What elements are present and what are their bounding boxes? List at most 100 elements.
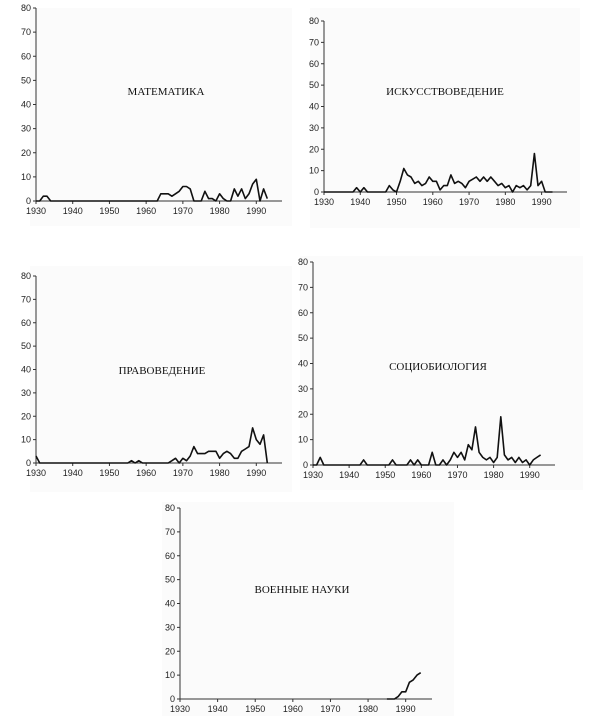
x-tick-label: 1960 [136, 468, 156, 478]
x-tick-label: 1970 [173, 206, 193, 216]
y-tick-label: 50 [165, 575, 175, 585]
x-tick-label: 1980 [210, 468, 230, 478]
y-tick-label: 10 [21, 172, 31, 182]
x-tick-label: 1940 [208, 704, 228, 714]
y-tick-label: 70 [21, 294, 31, 304]
y-tick-label: 0 [303, 460, 308, 470]
panel-title: СОЦИОБИОЛОГИЯ [389, 361, 487, 373]
y-tick-label: 0 [26, 458, 31, 468]
x-tick-label: 1970 [173, 468, 193, 478]
x-tick-label: 1930 [170, 704, 190, 714]
y-tick-label: 80 [21, 3, 31, 13]
y-tick-label: 20 [309, 144, 319, 154]
panel-background [300, 256, 583, 490]
panel-1: 0 10 20 30 40 50 60 70 80 1930 1940 1950 1960 1970 198… [21, 3, 292, 226]
y-tick-label: 20 [21, 411, 31, 421]
x-tick-label: 1950 [245, 704, 265, 714]
y-tick-label: 60 [21, 51, 31, 61]
y-tick-label: 60 [298, 308, 308, 318]
y-tick-label: 0 [314, 187, 319, 197]
y-tick-label: 60 [309, 59, 319, 69]
x-tick-label: 1970 [459, 197, 479, 207]
y-tick-label: 30 [298, 384, 308, 394]
x-tick-label: 1950 [387, 197, 407, 207]
y-tick-label: 40 [309, 102, 319, 112]
y-tick-label: 0 [170, 694, 175, 704]
x-tick-label: 1960 [283, 704, 303, 714]
panel-4: 0 10 20 30 40 50 60 70 80 1930 1940 1950 1960 1970 198… [298, 256, 583, 490]
y-tick-label: 30 [309, 123, 319, 133]
panel-3: 0 10 20 30 40 50 60 70 80 1930 1940 1950 1960 1970 198… [21, 266, 292, 492]
x-tick-label: 1930 [26, 468, 46, 478]
y-tick-label: 70 [309, 37, 319, 47]
x-tick-label: 1980 [210, 206, 230, 216]
panel-background [310, 8, 580, 228]
y-tick-label: 40 [21, 365, 31, 375]
panel-title: ВОЕННЫЕ НАУКИ [255, 584, 350, 596]
x-tick-label: 1950 [99, 206, 119, 216]
y-tick-label: 80 [21, 271, 31, 281]
panel-2: 0 10 20 30 40 50 60 70 80 1930 1940 1950 1960 1970 198… [309, 8, 580, 228]
panel-background [30, 266, 292, 492]
x-tick-label: 1930 [303, 470, 323, 480]
x-tick-label: 1940 [339, 470, 359, 480]
x-tick-label: 1950 [99, 468, 119, 478]
x-tick-label: 1990 [520, 470, 540, 480]
y-tick-label: 80 [165, 503, 175, 513]
x-tick-label: 1960 [423, 197, 443, 207]
y-tick-label: 70 [298, 282, 308, 292]
y-tick-label: 10 [309, 166, 319, 176]
panel-title: ПРАВОВЕДЕНИЕ [119, 365, 206, 377]
y-tick-label: 20 [21, 148, 31, 158]
y-tick-label: 60 [165, 551, 175, 561]
y-tick-label: 50 [21, 75, 31, 85]
y-tick-label: 80 [298, 257, 308, 267]
x-tick-label: 1940 [63, 468, 83, 478]
y-tick-label: 30 [165, 622, 175, 632]
y-tick-label: 10 [21, 435, 31, 445]
y-tick-label: 70 [165, 527, 175, 537]
x-tick-label: 1950 [375, 470, 395, 480]
series-line [36, 178, 269, 202]
y-tick-label: 30 [21, 388, 31, 398]
series-line [324, 152, 553, 193]
x-tick-label: 1940 [350, 197, 370, 207]
y-tick-label: 50 [309, 80, 319, 90]
y-tick-label: 80 [309, 16, 319, 26]
x-tick-label: 1930 [314, 197, 334, 207]
y-tick-label: 40 [165, 599, 175, 609]
y-tick-label: 0 [26, 196, 31, 206]
x-tick-label: 1930 [26, 206, 46, 216]
x-tick-label: 1990 [246, 468, 266, 478]
y-tick-label: 40 [298, 359, 308, 369]
y-tick-label: 30 [21, 124, 31, 134]
y-tick-label: 20 [298, 409, 308, 419]
x-tick-label: 1970 [447, 470, 467, 480]
y-tick-label: 40 [21, 100, 31, 110]
x-tick-label: 1980 [358, 704, 378, 714]
x-tick-label: 1960 [411, 470, 431, 480]
x-tick-label: 1940 [63, 206, 83, 216]
series-line [35, 427, 269, 464]
x-tick-label: 1960 [136, 206, 156, 216]
y-tick-label: 10 [165, 670, 175, 680]
series-line [386, 672, 422, 700]
panel-background [30, 8, 292, 226]
x-tick-label: 1990 [532, 197, 552, 207]
x-tick-label: 1970 [320, 704, 340, 714]
y-tick-label: 60 [21, 318, 31, 328]
y-tick-label: 50 [298, 333, 308, 343]
x-tick-label: 1980 [495, 197, 515, 207]
panel-title: ИСКУССТВОВЕДЕНИЕ [386, 86, 504, 98]
y-tick-label: 70 [21, 27, 31, 37]
y-tick-label: 10 [298, 435, 308, 445]
x-tick-label: 1990 [246, 206, 266, 216]
y-tick-label: 50 [21, 341, 31, 351]
series-line [313, 415, 542, 466]
x-tick-label: 1980 [484, 470, 504, 480]
panel-title: МАТЕМАТИКА [128, 86, 205, 98]
y-tick-label: 20 [165, 646, 175, 656]
x-tick-label: 1990 [396, 704, 416, 714]
panel-background [162, 502, 454, 716]
